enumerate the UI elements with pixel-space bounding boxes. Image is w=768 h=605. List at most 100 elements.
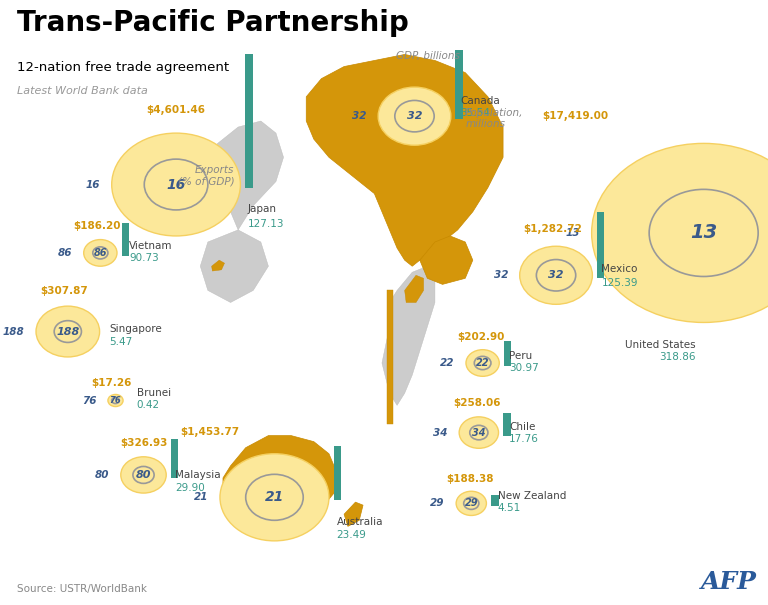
Text: Japan: Japan: [248, 204, 277, 214]
Text: 188: 188: [56, 327, 79, 336]
Text: GDP, billions: GDP, billions: [396, 50, 459, 60]
Text: Malaysia: Malaysia: [175, 470, 221, 480]
Bar: [245, 54, 253, 188]
Text: 90.73: 90.73: [129, 253, 159, 263]
Text: 188: 188: [3, 327, 25, 336]
Text: 23.49: 23.49: [336, 530, 366, 540]
Text: 127.13: 127.13: [248, 219, 284, 229]
Circle shape: [591, 143, 768, 322]
Circle shape: [108, 394, 123, 407]
Text: 35.54: 35.54: [460, 108, 490, 118]
Circle shape: [456, 491, 486, 515]
Text: 29.90: 29.90: [175, 483, 205, 493]
Text: 76: 76: [82, 396, 97, 405]
Bar: [491, 495, 498, 506]
Polygon shape: [382, 266, 435, 405]
Text: $307.87: $307.87: [40, 286, 88, 296]
Text: Chile: Chile: [509, 422, 535, 431]
Polygon shape: [420, 236, 473, 284]
Text: Latest World Bank data: Latest World Bank data: [17, 86, 148, 96]
Text: AFP: AFP: [700, 570, 756, 594]
Polygon shape: [405, 275, 424, 302]
Text: Brunei: Brunei: [137, 388, 170, 398]
Bar: [121, 223, 129, 256]
Text: $188.38: $188.38: [446, 474, 494, 484]
Polygon shape: [306, 54, 503, 266]
Text: $1,282.72: $1,282.72: [523, 224, 581, 234]
Text: 86: 86: [58, 248, 72, 258]
Polygon shape: [208, 121, 283, 230]
Text: $1,786.66: $1,786.66: [385, 65, 444, 75]
Text: 16: 16: [167, 177, 186, 192]
Text: Mexico: Mexico: [601, 264, 638, 274]
Bar: [170, 439, 178, 478]
Text: 16: 16: [86, 180, 101, 189]
Text: New Zealand: New Zealand: [498, 491, 566, 501]
Text: 21: 21: [194, 492, 209, 502]
Bar: [333, 446, 341, 500]
Circle shape: [84, 240, 117, 266]
Text: Trans-Pacific Partnership: Trans-Pacific Partnership: [17, 9, 409, 37]
Text: 0.42: 0.42: [137, 401, 160, 410]
Text: 34: 34: [433, 428, 448, 437]
Text: $326.93: $326.93: [120, 437, 167, 448]
Text: 22: 22: [476, 358, 489, 368]
Text: $202.90: $202.90: [458, 332, 505, 342]
Text: $258.06: $258.06: [454, 398, 501, 408]
Text: 318.86: 318.86: [660, 352, 696, 362]
Circle shape: [378, 87, 451, 145]
Text: 13: 13: [566, 228, 581, 238]
Text: 32: 32: [353, 111, 367, 121]
Text: 4.51: 4.51: [498, 503, 521, 513]
Text: $4,601.46: $4,601.46: [147, 105, 206, 115]
Text: 76: 76: [110, 396, 121, 405]
Bar: [597, 212, 604, 278]
Text: Population,
millions: Population, millions: [465, 108, 524, 129]
Text: Exports
(% of GDP): Exports (% of GDP): [177, 165, 234, 186]
Text: 34: 34: [472, 428, 485, 437]
Text: 17.76: 17.76: [509, 434, 539, 443]
Text: 30.97: 30.97: [509, 363, 539, 373]
Polygon shape: [223, 436, 336, 526]
Text: $17.26: $17.26: [91, 378, 132, 388]
Text: 29: 29: [430, 499, 445, 508]
Bar: [503, 413, 511, 436]
Polygon shape: [387, 290, 393, 424]
Bar: [504, 341, 511, 366]
Text: 32: 32: [494, 270, 508, 280]
Text: Source: USTR/WorldBank: Source: USTR/WorldBank: [17, 584, 147, 594]
Bar: [455, 50, 463, 119]
Polygon shape: [200, 230, 268, 302]
Text: Canada: Canada: [460, 96, 500, 106]
Text: 80: 80: [136, 470, 151, 480]
Text: $1,453.77: $1,453.77: [180, 427, 240, 437]
Text: 86: 86: [94, 248, 107, 258]
Circle shape: [520, 246, 592, 304]
Text: $17,419.00: $17,419.00: [542, 111, 608, 121]
Text: 21: 21: [265, 490, 284, 505]
Circle shape: [220, 454, 329, 541]
Polygon shape: [344, 502, 363, 526]
Text: 29: 29: [465, 499, 478, 508]
Text: United States: United States: [625, 340, 696, 350]
Circle shape: [121, 457, 166, 493]
Text: 12-nation free trade agreement: 12-nation free trade agreement: [17, 60, 229, 73]
Text: Peru: Peru: [509, 351, 532, 361]
Text: Australia: Australia: [336, 517, 383, 526]
Circle shape: [459, 417, 498, 448]
Text: 22: 22: [440, 358, 455, 368]
Polygon shape: [204, 154, 219, 175]
Text: 80: 80: [95, 470, 110, 480]
Text: Singapore: Singapore: [110, 324, 162, 333]
Text: 32: 32: [548, 270, 564, 280]
Text: 32: 32: [407, 111, 422, 121]
Text: 125.39: 125.39: [601, 278, 638, 287]
Text: 13: 13: [690, 223, 717, 243]
Text: Vietnam: Vietnam: [129, 241, 173, 250]
Circle shape: [111, 133, 240, 236]
Circle shape: [466, 350, 499, 376]
Text: 5.47: 5.47: [110, 338, 133, 347]
Polygon shape: [212, 260, 224, 271]
Circle shape: [36, 306, 100, 357]
Text: $186.20: $186.20: [73, 221, 121, 231]
